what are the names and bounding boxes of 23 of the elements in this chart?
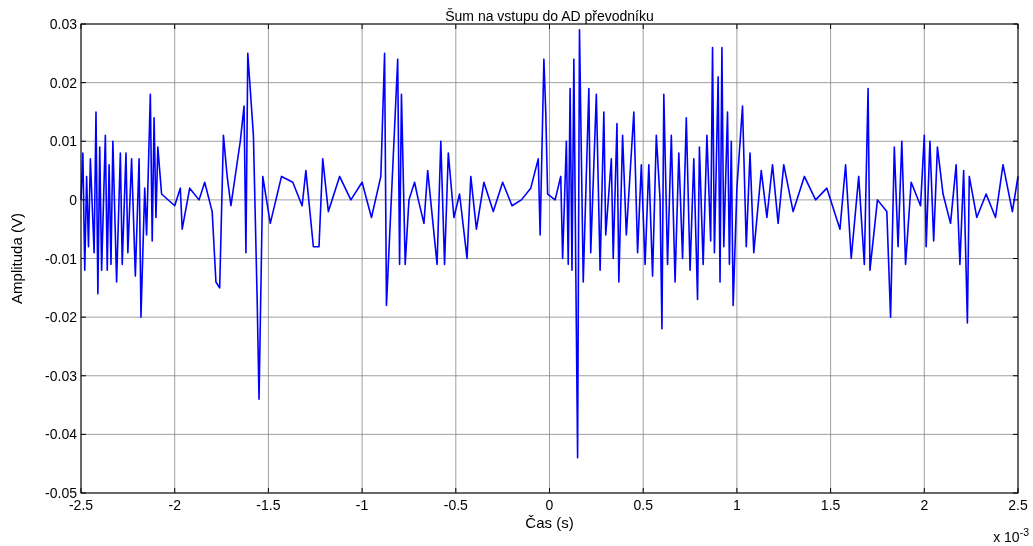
- y-tick-label: 0.01: [49, 133, 78, 150]
- x-axis-title: Čas (s): [525, 514, 574, 531]
- y-tick-label: -0.03: [45, 367, 78, 384]
- line-series: [80, 29, 1019, 459]
- x-tick-label: 0: [545, 497, 554, 513]
- x-tick-label: 2: [920, 497, 929, 513]
- y-axis-title: Amplituda (V): [8, 213, 25, 304]
- x-tick-label: 2.5: [1008, 497, 1028, 513]
- x-tick-label: -2: [168, 497, 182, 513]
- x-tick-label: 1.5: [820, 497, 841, 513]
- y-tick-label: 0.02: [49, 74, 78, 91]
- x-tick-label: 1: [733, 497, 741, 513]
- y-tick-label: -0.01: [45, 250, 78, 267]
- x-tick-label: -0.5: [443, 497, 469, 513]
- y-tick-label: 0.03: [49, 16, 78, 32]
- y-tick-label: -0.02: [45, 309, 78, 326]
- text: x 10$^{-3}$: [993, 526, 1030, 545]
- chart-title: Šum na vstupu do AD převodníku: [445, 8, 654, 24]
- y-tick-label: -0.04: [45, 426, 78, 443]
- y-tick-label: 0: [69, 191, 78, 208]
- x-tick-label: 0.5: [633, 497, 654, 513]
- x-tick-label: -1.5: [256, 497, 281, 513]
- x-tick-label: -1: [355, 497, 369, 513]
